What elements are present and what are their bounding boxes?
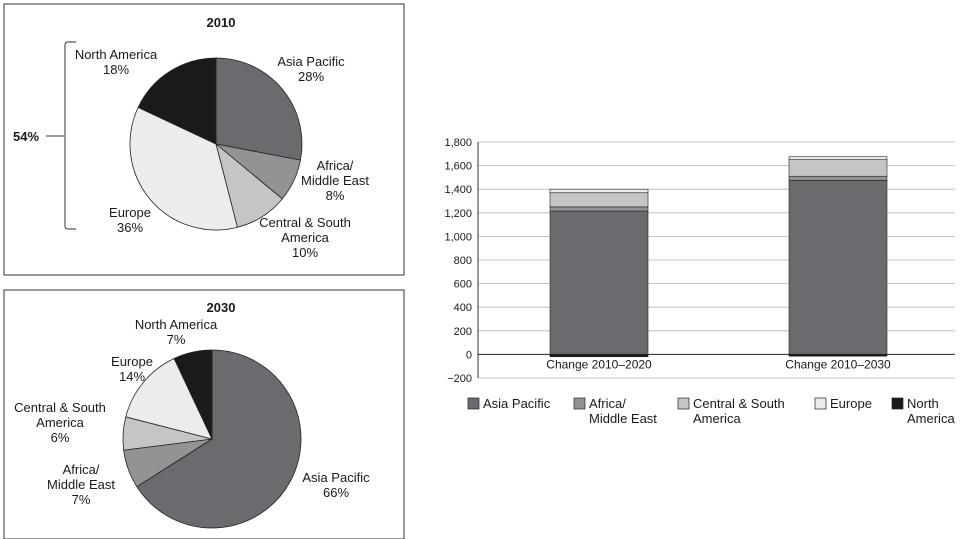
legend: Asia Pacific Africa/Middle East Central & … <box>467 396 955 426</box>
legend-swatch-africa-middle-east <box>573 397 586 410</box>
pie-slice-north-america-2010 <box>137 57 217 145</box>
legend-swatch-europe <box>814 397 827 410</box>
pie-label-europe-2010: Europe 36% <box>109 205 151 235</box>
pie-label-asia-pacific-2030: Asia Pacific 66% <box>302 470 370 500</box>
y-tick-labels: −200 0 200 400 600 800 1,000 1,200 1,400 1,600 1,8… <box>444 137 472 385</box>
pie-label-europe-2030: Europe 14% <box>111 354 153 384</box>
legend-label-europe: Europe <box>830 396 872 411</box>
y-tick-label: 1,200 <box>444 208 472 220</box>
legend-swatch-north-america <box>891 397 904 410</box>
y-tick-label: 1,600 <box>444 161 472 173</box>
legend-swatch-asia-pacific <box>467 397 480 410</box>
pie-slice-europe-2010 <box>129 106 238 231</box>
bar-stacks <box>478 156 955 358</box>
legend-swatch-central-south-america <box>677 397 690 410</box>
y-tick-label: 1,800 <box>444 137 472 149</box>
bar-segment-central-south-america-2 <box>788 159 888 177</box>
bar-segment-asia-pacific-1 <box>549 210 649 355</box>
y-tick-label: 1,400 <box>444 184 472 196</box>
y-tick-label: 1,000 <box>444 231 472 243</box>
pie-slice-asia-pacific-2010 <box>215 57 303 161</box>
x-tick-label: Change 2010–2030 <box>785 357 891 371</box>
x-tick-label: Change 2010–2020 <box>546 357 652 371</box>
pie-chart-2010: 2010 Asia Pacific 28% Africa/Middle East 8%… <box>3 3 405 276</box>
chart-title-2030: 2030 <box>207 300 236 315</box>
chart-title-2010: 2010 <box>207 15 236 30</box>
bar-segment-europe-1 <box>549 188 649 194</box>
pie-label-africa-middle-east-2030: Africa/Middle East 7% <box>47 462 115 507</box>
bracket-annotation: 54% <box>13 41 76 230</box>
bracket-percent: 54% <box>13 129 39 144</box>
y-tick-label: 400 <box>454 302 472 314</box>
bar-segment-europe-2 <box>788 156 888 160</box>
pie-label-central-south-america-2030: Central & South America 6% <box>14 400 106 445</box>
pie-label-asia-pacific-2010: Asia Pacific 28% <box>277 54 345 84</box>
bar-chart-change: −200 0 200 400 600 800 1,000 1,200 1,400 1,600 1,8… <box>444 137 955 426</box>
bar-segment-africa-middle-east-1 <box>549 206 649 212</box>
pie-chart-2030: 2030 Asia Pacific 66% Africa/Middle East 7%… <box>3 289 405 539</box>
bar-segment-asia-pacific-2 <box>788 180 888 355</box>
pie-slice-asia-pacific-2030 <box>136 349 302 529</box>
pie-label-north-america-2010: North America 18% <box>75 47 158 77</box>
pie-label-central-south-america-2010: Central & South America 10% <box>259 215 351 260</box>
legend-label-central-south-america: Central & South America <box>693 396 785 426</box>
panel-frame-2030 <box>3 289 405 539</box>
pie-slice-north-america-2030 <box>173 349 213 440</box>
y-tick-label: 600 <box>454 279 472 291</box>
pie-label-africa-middle-east-2010: Africa/Middle East 8% <box>301 158 369 203</box>
bracket <box>46 41 76 230</box>
panel-frame-2010 <box>3 3 405 276</box>
y-tick-label: 0 <box>466 349 472 361</box>
y-tick-label: 200 <box>454 326 472 338</box>
legend-label-north-america: North America <box>907 396 955 426</box>
x-tick-labels: Change 2010–2020 Change 2010–2030 <box>546 357 891 371</box>
y-tick-label: −200 <box>447 373 472 385</box>
legend-label-africa-middle-east: Africa/Middle East <box>589 396 657 426</box>
pie-slices-2010 <box>129 57 303 231</box>
y-tick-label: 800 <box>454 255 472 267</box>
pie-slices-2030 <box>122 349 302 529</box>
pie-labels-2030: Asia Pacific 66% Africa/Middle East 7% Centr… <box>14 317 370 507</box>
legend-label-asia-pacific: Asia Pacific <box>483 396 551 411</box>
pie-label-north-america-2030: North America 7% <box>135 317 218 347</box>
bar-segment-central-south-america-1 <box>549 192 649 208</box>
bar-segment-africa-middle-east-2 <box>788 175 888 181</box>
pie-labels-2010: Asia Pacific 28% Africa/Middle East 8% Centr… <box>75 47 370 260</box>
pie-slice-europe-2030 <box>125 357 213 440</box>
